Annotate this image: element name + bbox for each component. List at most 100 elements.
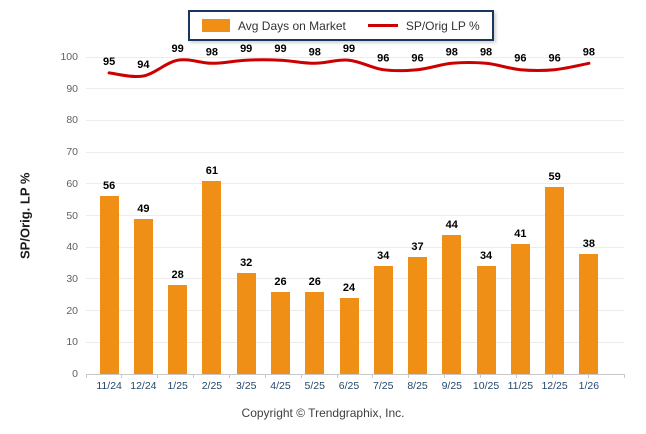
axis-tick (228, 374, 230, 378)
bar-value-label: 34 (479, 250, 493, 263)
gridline (86, 119, 624, 121)
bar-value-label: 41 (514, 228, 527, 241)
axis-tick (551, 374, 553, 378)
y-axis-tick-label: 30 (66, 272, 78, 285)
bar-value-label: 44 (445, 218, 458, 231)
bar (579, 253, 599, 374)
line-value-label: 99 (343, 43, 355, 55)
x-axis-tick-label: 3/25 (235, 380, 257, 392)
line-value-label: 96 (377, 53, 389, 65)
bar (202, 180, 222, 374)
bar (133, 218, 153, 374)
y-axis-tick-label: 80 (66, 114, 78, 127)
bar-value-label: 61 (205, 164, 219, 177)
bar-value-label: 56 (103, 180, 116, 193)
bar-value-label: 28 (171, 269, 184, 282)
bar-value-label: 49 (137, 202, 150, 215)
bar (168, 285, 188, 374)
bar-legend-label: Avg Days on Market (238, 18, 346, 33)
bar-value-label: 37 (411, 240, 424, 253)
axis-tick (515, 374, 517, 378)
bar (442, 234, 462, 374)
line-value-label: 98 (446, 46, 458, 58)
line-value-label: 96 (411, 53, 423, 65)
line-value-label: 96 (514, 53, 526, 65)
line-value-label: 96 (548, 53, 560, 65)
gridline (86, 88, 624, 90)
bar (236, 272, 256, 374)
y-axis-tick-label: 20 (66, 304, 78, 317)
line-value-label: 95 (103, 56, 115, 68)
x-axis-tick-label: 8/25 (407, 380, 428, 392)
y-axis-tick-label: 10 (66, 336, 78, 349)
x-axis-tick-label: 9/25 (441, 380, 463, 392)
axis-tick (264, 374, 266, 378)
gridline (86, 151, 624, 153)
axis-tick (157, 374, 159, 378)
axis-tick (336, 374, 338, 378)
bar-value-label: 38 (582, 237, 595, 250)
x-axis-tick-label: 11/24 (96, 380, 122, 392)
bar (305, 291, 325, 374)
axis-tick (193, 374, 195, 378)
bar-value-label: 24 (342, 281, 356, 294)
copyright: Copyright © Trendgraphix, Inc. (241, 406, 405, 420)
axis-tick (408, 374, 410, 378)
bar (373, 266, 393, 374)
line-value-label: 99 (240, 43, 252, 55)
x-axis-tick-label: 4/25 (270, 380, 291, 392)
line-value-label: 99 (274, 43, 286, 55)
y-axis-tick-label: 100 (60, 51, 78, 63)
x-axis-tick-label: 5/25 (304, 380, 325, 392)
line-legend-label: SP/Orig LP % (405, 18, 480, 33)
gridline (86, 278, 624, 280)
axis-tick (444, 374, 446, 378)
line-value-label: 98 (206, 46, 218, 58)
bar-value-label: 26 (274, 275, 287, 288)
y-axis-tick-label: 70 (66, 146, 78, 159)
axis-tick (480, 374, 482, 378)
axis-tick (300, 374, 302, 378)
gridline (86, 215, 624, 216)
x-axis-tick-label: 12/25 (541, 380, 568, 392)
bar-value-label: 26 (308, 275, 321, 288)
gridline (86, 56, 624, 58)
line-value-label: 98 (309, 46, 321, 58)
x-axis-tick-label: 11/25 (507, 380, 534, 392)
axis-tick (121, 374, 123, 378)
x-axis-tick-label: 6/25 (338, 380, 360, 392)
bar-legend-swatch-icon (202, 19, 230, 32)
x-axis-tick-label: 10/25 (472, 380, 500, 392)
axis-tick (85, 374, 87, 378)
bar-value-label: 34 (377, 250, 390, 263)
bar-value-label: 59 (548, 170, 561, 183)
gridline (86, 246, 624, 248)
sp-orig-lp-line-layer: 95 94 99 98 99 99 98 99 96 96 98 98 96 96 98 (103, 43, 595, 78)
line-legend-swatch-icon (367, 24, 398, 27)
legend: Avg Days on Market SP/Orig LP % (188, 10, 494, 41)
line-value-label: 98 (583, 46, 595, 58)
x-axis-tick-label: 12/24 (130, 380, 157, 392)
bar (476, 266, 496, 374)
line-value-label: 99 (172, 43, 184, 55)
x-axis-tick-label: 1/25 (167, 380, 188, 392)
x-axis-tick-label: 2/25 (201, 380, 223, 392)
y-axis-title: SP/Orig. LP % (17, 172, 33, 259)
line-value-label: 98 (480, 46, 492, 58)
axis-tick (372, 374, 374, 378)
bar (408, 256, 428, 374)
line-value-label: 94 (137, 59, 150, 71)
bar (99, 196, 119, 374)
bar-value-label: 32 (240, 256, 253, 269)
bar (339, 297, 359, 374)
x-axis-tick-label: 1/26 (578, 380, 600, 392)
bar (510, 244, 530, 374)
x-axis-line (86, 373, 624, 375)
plot-area: 0 10 20 30 40 50 60 70 80 90 100 56 11/24 49 12/24 28 1/… (60, 43, 625, 392)
y-axis-tick-label: 50 (66, 209, 78, 222)
y-axis-tick-label: 40 (66, 241, 78, 254)
axis-tick (623, 374, 625, 378)
y-axis-tick-label: 60 (66, 177, 78, 190)
axis-tick (587, 374, 589, 378)
